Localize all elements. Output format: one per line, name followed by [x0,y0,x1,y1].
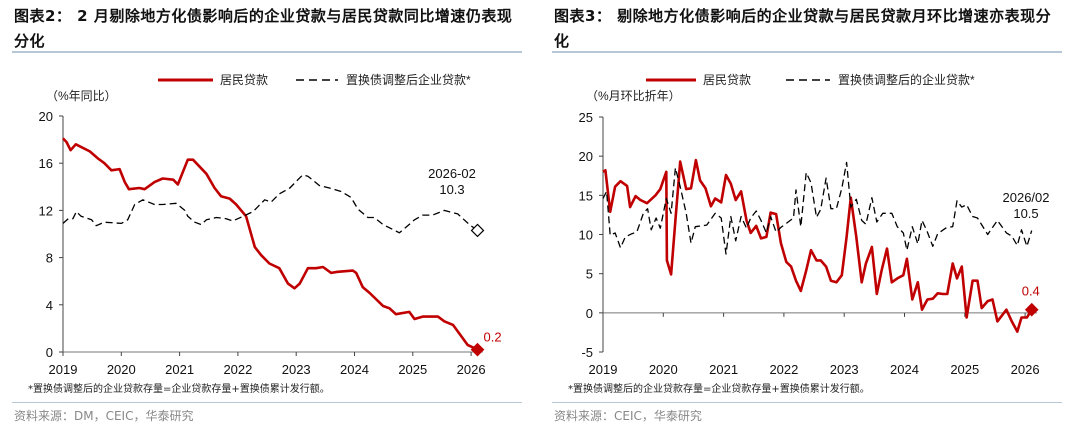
y-tick-label: -5 [581,345,593,360]
footer-divider [12,402,522,403]
y-tick-label: 0 [46,345,53,360]
y-tick-label: 10 [579,228,593,243]
chart-title: 图表2： 2 月剔除地方化债影响后的企业贷款与居民贷款同比增速仍表现分化 [14,7,513,50]
y-tick-label: 4 [46,298,53,313]
end-label-household: 0.2 [484,330,502,345]
y-tick-label: 16 [39,156,53,171]
chart-panel-mom: 图表3： 剔除地方化债影响后的企业贷款与居民贷款月环比增速亦表现分化 居民贷款 置… [548,0,1073,431]
end-label-household: 0.4 [1022,284,1040,299]
x-tick-label: 2022 [223,362,252,377]
enterprise-loan-line [62,174,478,234]
x-tick-label: 2024 [890,362,919,377]
y-tick-label: 0 [586,306,593,321]
x-tick-label: 2021 [165,362,194,377]
title-divider [552,51,1062,53]
x-tick-label: 2026 [1011,362,1040,377]
enterprise-loan-line [602,161,1033,255]
x-tick-label: 2022 [769,362,798,377]
y-tick-label: 20 [579,149,593,164]
end-marker-household [1024,302,1039,317]
footer-divider [552,402,1062,403]
end-marker-household [470,342,485,357]
end-label-enterprise: 10.3 [439,182,464,197]
household-loan-line [62,137,479,351]
legend-label: 置换债调整后企业贷款* [346,72,471,87]
x-tick-label: 2024 [340,362,369,377]
x-tick-label: 2020 [107,362,136,377]
x-tick-label: 2023 [830,362,859,377]
x-tick-label: 2020 [649,362,678,377]
footnote: *置换债调整后的企业贷款存量=企业贷款存量+置换债累计发行额。 [28,384,330,395]
y-axis-unit-label: （%月环比折年） [586,88,681,103]
x-tick-label: 2025 [398,362,427,377]
x-tick-label: 2019 [49,362,78,377]
end-label-date: 2026/02 [1003,190,1050,205]
y-axis-unit-label: （%年同比） [46,89,117,103]
x-tick-label: 2021 [709,362,738,377]
end-marker-enterprise [470,223,485,238]
legend-label: 居民贷款 [220,73,268,87]
title-divider [12,51,522,53]
legend-label: 居民贷款 [703,73,751,87]
y-tick-label: 5 [586,267,593,282]
y-tick-label: 12 [39,203,53,218]
x-tick-label: 2023 [282,362,311,377]
household-loan-line [602,158,1033,333]
y-tick-label: 15 [579,188,593,203]
mom-line-chart: 居民贷款 置换债调整后的企业贷款*（%月环比折年）-505101520252019… [579,72,1050,377]
y-tick-label: 25 [579,110,593,125]
chart-panel-yoy: 图表2： 2 月剔除地方化债影响后的企业贷款与居民贷款同比增速仍表现分化 居民贷… [8,0,533,431]
y-tick-label: 20 [39,109,53,124]
x-tick-label: 2019 [589,362,618,377]
source-note: 资料来源：CEIC，华泰研究 [554,409,702,423]
source-note: 资料来源：DM，CEIC，华泰研究 [14,409,194,423]
legend-label: 置换债调整后的企业贷款* [838,72,975,87]
chart-title: 图表3： 剔除地方化债影响后的企业贷款与居民贷款月环比增速亦表现分化 [554,7,1052,50]
end-label-date: 2026-02 [428,166,476,181]
footnote: *置换债调整后的企业贷款存量=企业贷款存量+置换债累计发行额。 [568,384,870,395]
x-tick-label: 2026 [457,362,486,377]
y-tick-label: 8 [46,251,53,266]
x-tick-label: 2025 [950,362,979,377]
yoy-line-chart: 居民贷款 置换债调整后企业贷款* （%年同比） 0 4 8 12 16 20 2019 2020 20… [39,72,502,377]
end-label-enterprise: 10.5 [1013,206,1038,221]
